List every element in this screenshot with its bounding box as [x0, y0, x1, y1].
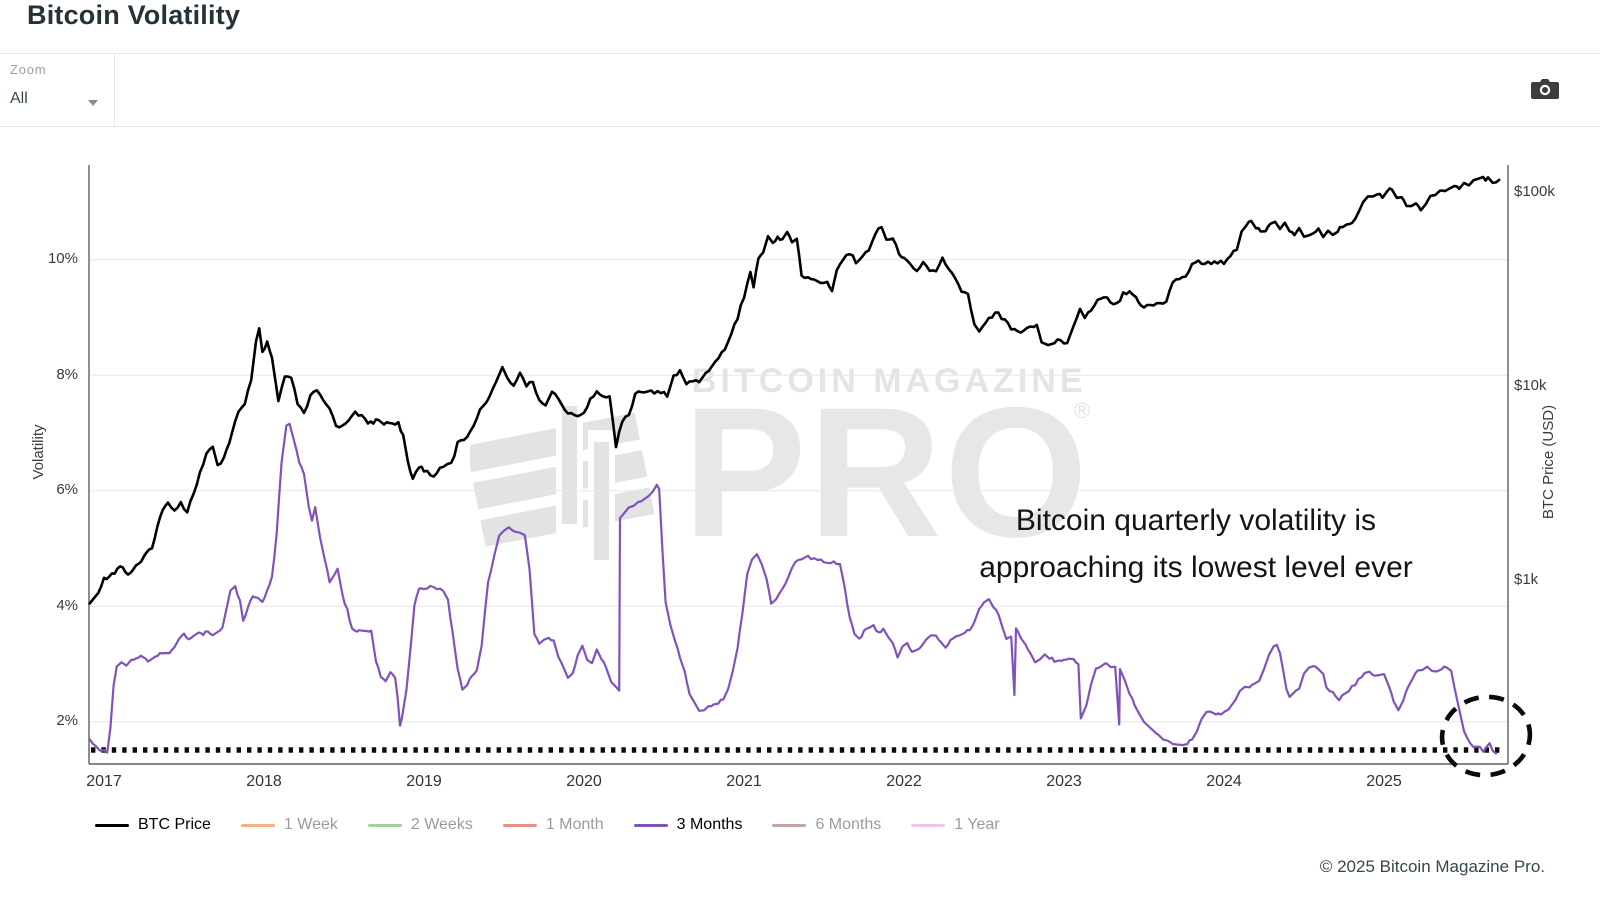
y-right-tick-1k: $1k — [1514, 571, 1539, 588]
x-tick-2021: 2021 — [726, 773, 762, 790]
x-tick-2022: 2022 — [886, 773, 922, 790]
y-left-axis-title: Volatility — [30, 424, 47, 480]
legend-item-1-month[interactable]: 1 Month — [502, 816, 604, 834]
series-layer — [88, 175, 1501, 755]
callout-annotation: Bitcoin quarterly volatility is approach… — [920, 497, 1472, 591]
toolbar-right-section — [1483, 54, 1600, 126]
x-tick-2024: 2024 — [1206, 773, 1242, 790]
gridlines — [89, 259, 1508, 723]
legend-label-2-weeks: 2 Weeks — [410, 816, 473, 833]
legend-item-3-months[interactable]: 3 Months — [633, 816, 743, 834]
zoom-range-select[interactable]: Zoom All — [0, 54, 115, 126]
legend-item-2-weeks[interactable]: 2 Weeks — [367, 816, 473, 834]
x-tick-2017: 2017 — [86, 773, 122, 790]
legend-swatch-2-weeks — [367, 823, 402, 827]
axis-lines — [88, 165, 1509, 765]
legend-swatch-btc-price — [95, 823, 129, 827]
legend-swatch-6-months — [772, 823, 807, 827]
legend-item-6-months[interactable]: 6 Months — [772, 816, 881, 834]
legend-swatch-1-month — [502, 823, 537, 827]
lowest-level-circle-highlight — [1439, 694, 1533, 778]
three-month-volatility-line — [88, 422, 1498, 755]
x-tick-2023: 2023 — [1046, 773, 1082, 790]
legend-item-btc-price[interactable]: BTC Price — [95, 816, 211, 834]
camera-icon — [1530, 78, 1560, 104]
y-left-tick-8: 8% — [56, 366, 78, 383]
chart-toolbar: Zoom All — [0, 53, 1600, 127]
legend-label-1-year: 1 Year — [954, 816, 1000, 833]
legend-swatch-1-week — [240, 823, 275, 827]
legend-label-btc-price: BTC Price — [138, 816, 211, 833]
legend: BTC Price 1 Week 2 Weeks 1 Month 3 Month… — [95, 816, 1000, 834]
callout-line-2: approaching its lowest level ever — [979, 551, 1413, 584]
legend-label-1-month: 1 Month — [545, 816, 604, 833]
x-tick-2025: 2025 — [1366, 773, 1402, 790]
legend-swatch-1-year — [911, 823, 946, 827]
y-right-tick-100k: $100k — [1514, 183, 1555, 200]
legend-swatch-3-months — [633, 823, 668, 827]
btc-price-line — [88, 175, 1501, 605]
zoom-select-value: All — [10, 90, 28, 107]
callout-line-1: Bitcoin quarterly volatility is — [1015, 504, 1377, 537]
legend-label-1-week: 1 Week — [283, 816, 338, 833]
page-title: Bitcoin Volatility — [27, 0, 241, 30]
x-tick-2018: 2018 — [246, 773, 282, 790]
legend-label-6-months: 6 Months — [815, 816, 882, 833]
legend-label-3-months: 3 Months — [676, 816, 743, 833]
y-left-tick-10: 10% — [47, 250, 78, 267]
x-tick-2019: 2019 — [406, 773, 442, 790]
y-left-tick-2: 2% — [56, 712, 78, 729]
y-right-tick-10k: $10k — [1514, 377, 1547, 394]
export-camera-button[interactable] — [1528, 76, 1562, 104]
y-left-tick-4: 4% — [56, 597, 78, 614]
copyright-text: © 2025 Bitcoin Magazine Pro. — [1319, 857, 1545, 876]
x-tick-2020: 2020 — [566, 773, 602, 790]
legend-item-1-year[interactable]: 1 Year — [911, 816, 1000, 834]
chevron-down-icon — [88, 100, 98, 106]
zoom-select-label: Zoom — [10, 62, 47, 77]
y-right-axis-title: BTC Price (USD) — [1540, 404, 1557, 520]
legend-item-1-week[interactable]: 1 Week — [240, 816, 338, 834]
y-left-tick-6: 6% — [56, 481, 78, 498]
